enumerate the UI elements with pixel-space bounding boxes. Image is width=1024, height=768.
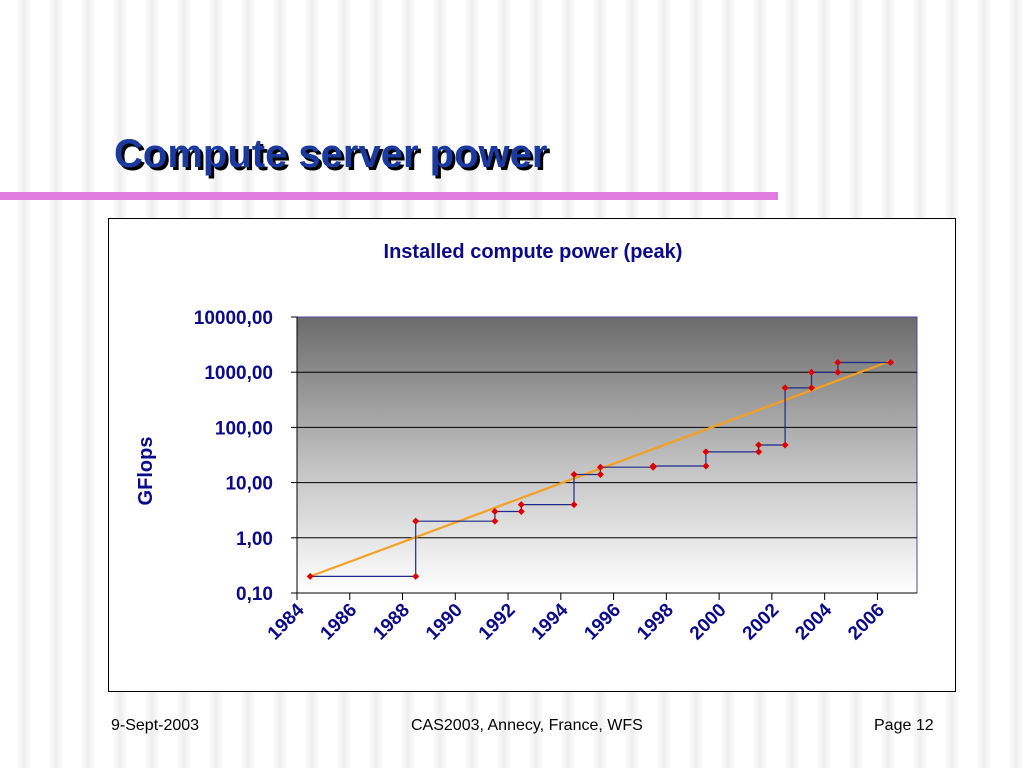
x-tick-label: 2000 (686, 600, 731, 645)
data-point-marker (491, 507, 499, 515)
y-tick-label: 10,00 (225, 474, 273, 495)
footer-conference: CAS2003, Annecy, France, WFS (411, 717, 643, 734)
data-point-marker (887, 358, 895, 366)
plot-area (296, 316, 918, 594)
y-tick-label: 1000,00 (204, 363, 273, 384)
x-tick-label: 1988 (369, 600, 414, 645)
y-tick-label: 1,00 (236, 529, 273, 550)
data-point-marker (570, 471, 578, 479)
x-tick-label: 1994 (528, 599, 573, 644)
y-tick-label: 0,10 (236, 584, 273, 605)
x-tick-label: 2004 (791, 599, 836, 644)
data-point-marker (306, 572, 314, 580)
y-tick-labels: 0,10 1,00 10,00 100,00 1000,00 10000,00 (194, 308, 273, 605)
footer-page-number: Page 12 (874, 717, 934, 734)
chart-frame: Installed compute power (peak) GFlops 0,… (108, 218, 956, 692)
footer-date: 9-Sept-2003 (111, 717, 200, 734)
title-underline (0, 192, 778, 200)
x-tick-label: 2006 (844, 600, 889, 645)
x-tick-label: 1998 (633, 600, 678, 645)
x-tick-labels: 1984 1986 1988 1990 1992 1994 1996 1998 2000 2002… (264, 599, 889, 644)
x-tick-label: 1984 (264, 599, 309, 644)
data-point-marker (412, 517, 420, 525)
y-axis-label: GFlops (135, 437, 157, 506)
data-point-marker (596, 463, 604, 471)
data-point-marker (807, 368, 815, 376)
x-tick-label: 1990 (422, 600, 467, 645)
data-point-marker (596, 471, 604, 479)
data-point-marker (781, 384, 789, 392)
data-point-marker (570, 501, 578, 509)
data-point-marker (834, 358, 842, 366)
data-point-marker (517, 507, 525, 515)
y-tick-label: 100,00 (215, 418, 273, 439)
chart-title: Installed compute power (peak) (384, 241, 683, 263)
data-point-marker (702, 462, 710, 470)
axes (291, 316, 917, 600)
x-tick-label: 2002 (739, 600, 784, 645)
y-tick-label: 10000,00 (194, 308, 273, 329)
data-point-marker (834, 368, 842, 376)
data-point-marker (755, 448, 763, 456)
data-point-marker (517, 501, 525, 509)
chart-svg: Installed compute power (peak) GFlops 0,… (135, 241, 918, 644)
data-point-marker (649, 462, 657, 470)
data-point-marker (755, 441, 763, 449)
data-markers (306, 358, 895, 580)
data-point-marker (807, 384, 815, 392)
x-tick-label: 1992 (475, 600, 520, 645)
data-point-marker (491, 517, 499, 525)
data-point-marker (781, 441, 789, 449)
data-point-marker (702, 448, 710, 456)
slide-title: Compute server power (114, 132, 548, 176)
data-point-marker (412, 572, 420, 580)
x-tick-label: 1986 (317, 600, 362, 645)
x-tick-label: 1996 (580, 600, 625, 645)
